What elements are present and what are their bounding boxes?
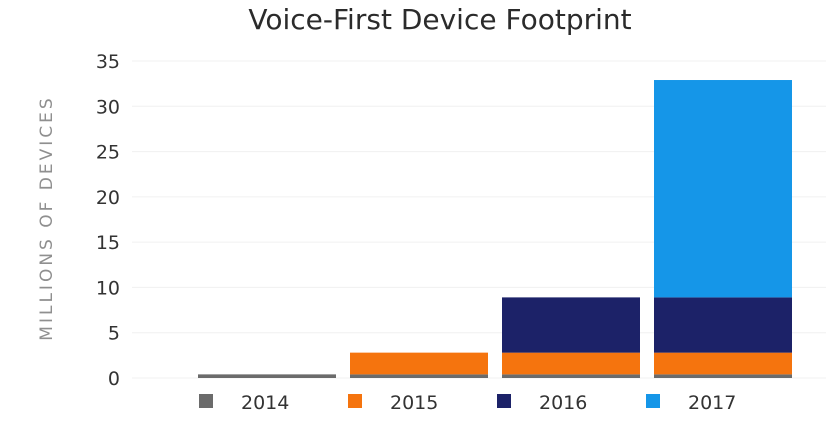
legend-label: 2016 (539, 392, 587, 414)
legend-item-2016: 2016 (497, 392, 587, 414)
bar-segment-2017-2017 (654, 80, 792, 298)
y-tick-label: 30 (96, 96, 120, 118)
legend-item-2015: 2015 (348, 392, 438, 414)
legend-label: 2014 (241, 392, 289, 414)
bar-segment-2015-2015 (350, 352, 488, 375)
bar-segment-2017-2016 (654, 297, 792, 353)
legend-item-2017: 2017 (646, 392, 736, 414)
y-tick-label: 5 (108, 323, 120, 345)
gridlines (132, 60, 826, 379)
legend-swatch (646, 394, 660, 408)
bar-segment-2014-2014 (198, 374, 336, 378)
bar-segment-2015-2014 (350, 374, 488, 378)
y-tick-label: 10 (96, 277, 120, 299)
y-tick-label: 35 (96, 51, 120, 73)
y-axis-label: MILLIONS OF DEVICES (37, 95, 57, 340)
legend-label: 2017 (688, 392, 736, 414)
legend: 2014 2015 2016 2017 (199, 392, 736, 414)
bar-segment-2017-2014 (654, 374, 792, 378)
legend-label: 2015 (390, 392, 438, 414)
y-tick-label: 15 (96, 232, 120, 254)
legend-swatch (199, 394, 213, 408)
y-tick-label: 20 (96, 187, 120, 209)
bar-segment-2016-2016 (502, 297, 640, 353)
chart-title: Voice-First Device Footprint (248, 3, 631, 36)
legend-swatch (348, 394, 362, 408)
legend-swatch (497, 394, 511, 408)
bar-segment-2016-2014 (502, 374, 640, 378)
bar-segment-2016-2015 (502, 352, 640, 375)
bars (198, 80, 792, 378)
y-tick-label: 0 (108, 368, 120, 390)
y-axis-ticks: 0 5 10 15 20 25 30 35 (96, 51, 120, 390)
y-tick-label: 25 (96, 142, 120, 164)
bar-segment-2017-2015 (654, 352, 792, 375)
legend-item-2014: 2014 (199, 392, 289, 414)
